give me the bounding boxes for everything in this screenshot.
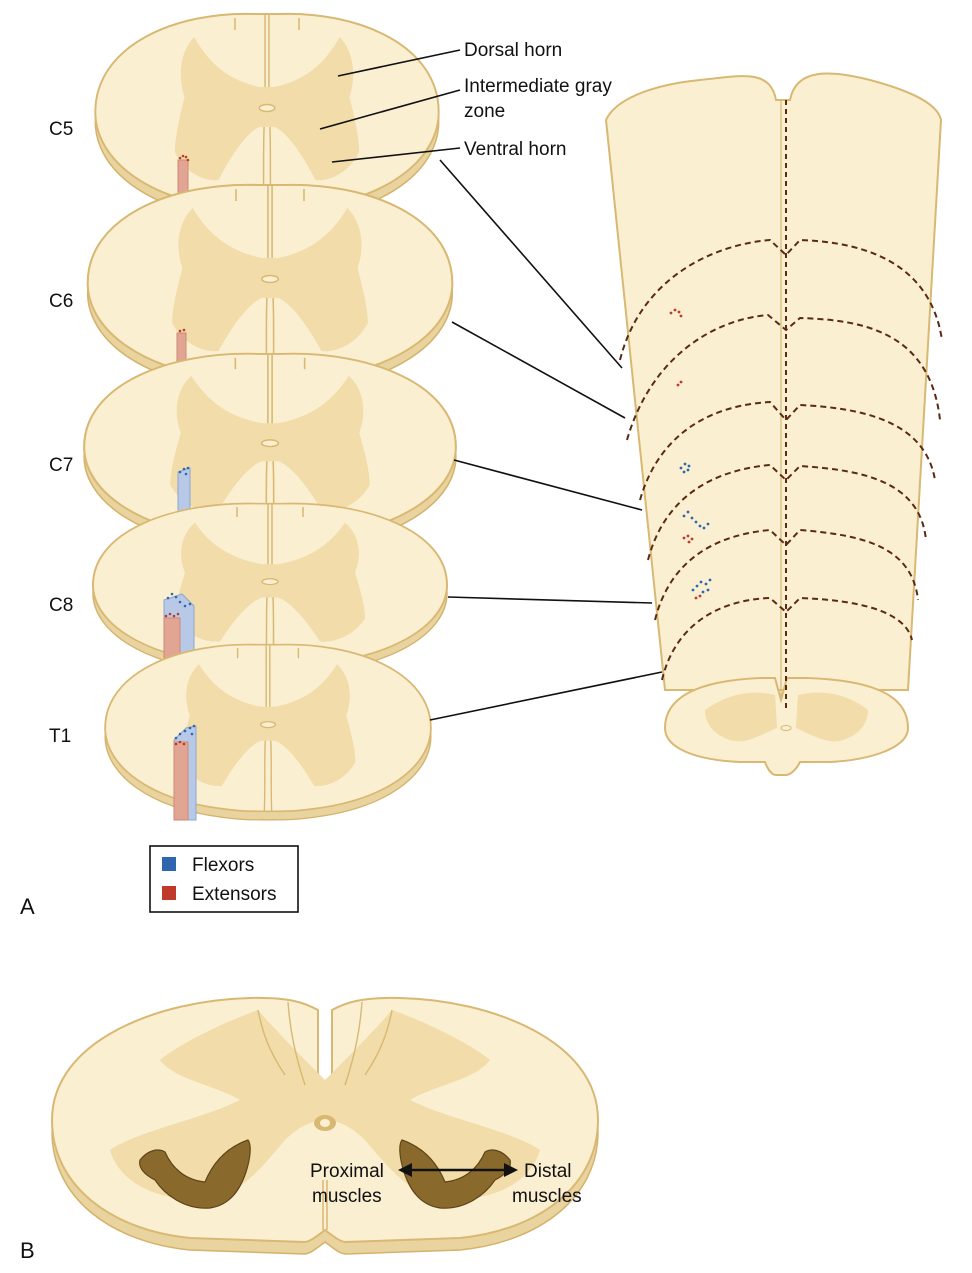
label-distal-line1: Distal xyxy=(524,1161,572,1182)
legend: Flexors Extensors xyxy=(149,845,299,913)
connector-lines xyxy=(429,159,663,721)
legend-swatch-extensors xyxy=(162,886,176,900)
segment-label-c5: C5 xyxy=(49,119,73,140)
legend-label-flexors: Flexors xyxy=(192,855,254,876)
legend-label-extensors: Extensors xyxy=(192,884,276,905)
segment-label-c6: C6 xyxy=(49,291,73,312)
label-distal-line2: muscles xyxy=(512,1186,582,1207)
spinal-cord-longitudinal xyxy=(604,72,943,776)
section-T1 xyxy=(104,643,432,821)
label-proximal-line2: muscles xyxy=(312,1186,382,1207)
segment-label-c8: C8 xyxy=(49,595,73,616)
section-C8 xyxy=(92,502,448,676)
segment-label-t1: T1 xyxy=(49,726,71,747)
label-proximal-line1: Proximal xyxy=(310,1161,384,1182)
panel-b-cross-section xyxy=(50,996,600,1255)
label-ventral-horn: Ventral horn xyxy=(464,139,566,160)
label-pointer-lines xyxy=(319,49,461,163)
legend-swatch-flexors xyxy=(162,857,176,871)
label-dorsal-horn: Dorsal horn xyxy=(464,40,562,61)
proximal-distal-arrow-icon xyxy=(398,1163,518,1177)
label-intermediate-gray-line1: Intermediate gray xyxy=(464,76,612,97)
panel-letter-b: B xyxy=(20,1238,35,1263)
label-intermediate-gray-line2: zone xyxy=(464,101,505,122)
right-arm-icon xyxy=(399,1139,511,1209)
segment-label-c7: C7 xyxy=(49,455,73,476)
panel-letter-a: A xyxy=(20,894,35,919)
left-arm-icon xyxy=(139,1139,251,1209)
